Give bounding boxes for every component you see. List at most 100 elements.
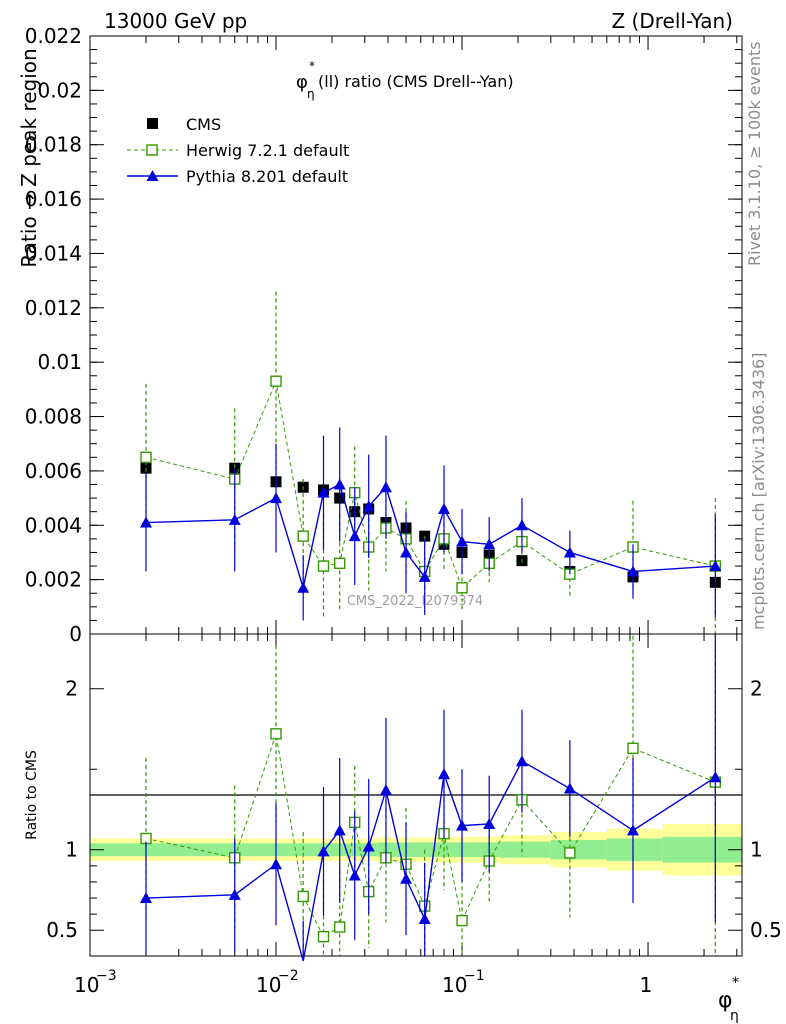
data-point — [270, 375, 282, 387]
main-y-label: Ratio → Z peak region — [17, 48, 41, 267]
x-tick-base: 10 — [74, 973, 99, 997]
data-point — [437, 768, 450, 780]
band-inner — [499, 841, 551, 858]
data-point — [334, 921, 346, 933]
band-inner — [90, 843, 291, 857]
y-tick-label: 0.018 — [25, 133, 82, 157]
data-point — [456, 819, 469, 831]
data-point — [317, 930, 330, 943]
main-title: φ * η (ll) ratio (CMS Drell--Yan) — [296, 59, 514, 101]
data-point — [709, 560, 722, 572]
x-tick-label-1e-3: 10 −3 — [74, 968, 117, 997]
y-tick-label: 0.006 — [25, 459, 82, 483]
data-point — [348, 869, 361, 881]
main-series — [139, 291, 722, 634]
data-point — [228, 513, 241, 525]
y-tick-label: 0.5 — [46, 918, 78, 942]
data-point — [400, 872, 413, 884]
title-rest: (ll) ratio (CMS Drell--Yan) — [318, 72, 514, 91]
data-point — [270, 492, 283, 504]
data-point — [418, 912, 431, 924]
x-tick-label-1: 1 — [640, 973, 653, 997]
legend: CMS Herwig 7.2.1 default Pythia 8.201 de… — [127, 115, 349, 186]
series-pythia — [139, 427, 722, 621]
main-y-ticks: 0 0.002 0.004 0.006 0.008 0.01 0.012 0.014 0.016… — [25, 24, 742, 646]
data-point — [297, 581, 310, 593]
series-line — [145, 483, 716, 588]
data-point — [317, 845, 330, 857]
data-point — [626, 824, 639, 836]
data-point — [270, 728, 282, 740]
main-panel: CMS_2022_I2079374 00.0020.0040.0060.0080… — [17, 24, 743, 646]
band-inner — [290, 843, 378, 857]
data-point — [317, 486, 330, 498]
legend-herwig-marker — [146, 144, 158, 156]
series-line — [145, 760, 716, 962]
ratio-uncertainty-band — [90, 823, 742, 876]
y-tick-label-right: 0.5 — [750, 918, 782, 942]
y-tick-label: 0.004 — [25, 513, 82, 537]
legend-herwig-label: Herwig 7.2.1 default — [186, 141, 349, 160]
x-tick-labels: 10 −3 10 −2 10 −1 1 — [74, 968, 652, 997]
x-tick-exp: −1 — [464, 968, 485, 984]
data-point — [362, 500, 375, 512]
y-tick-label: 1 — [65, 838, 78, 862]
ratio-series — [139, 634, 722, 962]
y-tick-label: 0.008 — [25, 405, 82, 429]
x-tick-exp: −3 — [96, 968, 117, 984]
x-tick-base: 10 — [256, 973, 281, 997]
data-point — [456, 535, 469, 547]
ratio-panel: 0.5 0.5 1 1 2 2 Ratio to CMS 10 −3 10 −2 10 −… — [24, 633, 782, 1024]
title-phi: φ — [296, 72, 308, 93]
data-point — [228, 888, 241, 900]
data-point — [456, 582, 468, 594]
legend-item-pythia: Pythia 8.201 default — [127, 167, 348, 186]
ratio-x-ticks — [89, 634, 738, 956]
data-point — [362, 840, 375, 852]
data-point — [483, 817, 496, 829]
main-x-ticks — [89, 36, 738, 634]
data-point — [297, 530, 309, 542]
x-tick-label-1e-2: 10 −2 — [256, 968, 299, 997]
data-point — [270, 858, 283, 870]
y-tick-label: 0.016 — [25, 187, 82, 211]
y-tick-label: 2 — [65, 677, 78, 701]
band-inner — [550, 840, 607, 860]
ratio-frame — [89, 633, 743, 957]
data-point — [563, 546, 576, 558]
analysis-watermark: CMS_2022_I2079374 — [347, 594, 483, 609]
y-tick-label: 0.01 — [37, 350, 82, 374]
data-point — [437, 502, 450, 514]
x-label-eta: η — [730, 1008, 739, 1024]
series-pythia — [139, 634, 722, 962]
data-point — [418, 570, 431, 582]
y-tick-label: 0.002 — [25, 568, 82, 592]
data-point — [515, 755, 528, 767]
data-point — [627, 742, 639, 755]
rivet-label: Rivet 3.1.10, ≥ 100k events — [745, 41, 764, 266]
data-point — [139, 892, 152, 904]
x-tick-exp: −2 — [278, 968, 299, 984]
legend-cms-label: CMS — [186, 115, 221, 134]
series-line — [145, 733, 716, 938]
data-point — [456, 914, 468, 927]
title-eta: η — [307, 87, 315, 101]
header-left: 13000 GeV pp — [104, 9, 247, 33]
x-label-phi: φ — [718, 988, 733, 1013]
title-star: * — [309, 59, 315, 73]
data-point — [564, 847, 576, 859]
legend-item-herwig: Herwig 7.2.1 default — [127, 141, 349, 160]
data-point — [483, 538, 496, 550]
data-point — [140, 451, 152, 464]
ratio-y-label: Ratio to CMS — [24, 750, 40, 840]
data-point — [139, 516, 152, 528]
x-tick-label-1e-1: 10 −1 — [442, 968, 485, 997]
data-point — [333, 824, 346, 836]
data-point — [379, 481, 392, 493]
data-point — [563, 782, 576, 794]
y-tick-label-right: 1 — [750, 838, 763, 862]
data-point — [379, 784, 392, 796]
x-tick-base: 10 — [442, 973, 467, 997]
data-point — [317, 560, 330, 572]
